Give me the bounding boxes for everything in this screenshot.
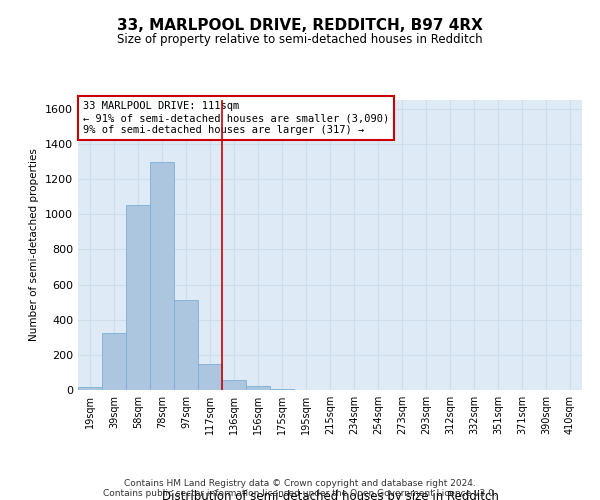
Bar	[78, 388, 102, 390]
Y-axis label: Number of semi-detached properties: Number of semi-detached properties	[29, 148, 40, 342]
Bar	[198, 364, 222, 390]
Text: Contains public sector information licensed under the Open Government Licence v3: Contains public sector information licen…	[103, 488, 497, 498]
Text: 33 MARLPOOL DRIVE: 111sqm
← 91% of semi-detached houses are smaller (3,090)
9% o: 33 MARLPOOL DRIVE: 111sqm ← 91% of semi-…	[83, 102, 389, 134]
Bar	[270, 389, 294, 390]
Text: 33, MARLPOOL DRIVE, REDDITCH, B97 4RX: 33, MARLPOOL DRIVE, REDDITCH, B97 4RX	[117, 18, 483, 32]
X-axis label: Distribution of semi-detached houses by size in Redditch: Distribution of semi-detached houses by …	[161, 490, 499, 500]
Bar	[174, 300, 198, 390]
Bar	[246, 386, 270, 390]
Bar	[126, 206, 150, 390]
Bar	[102, 333, 126, 390]
Bar	[222, 380, 246, 390]
Text: Contains HM Land Registry data © Crown copyright and database right 2024.: Contains HM Land Registry data © Crown c…	[124, 478, 476, 488]
Text: Size of property relative to semi-detached houses in Redditch: Size of property relative to semi-detach…	[117, 32, 483, 46]
Bar	[150, 162, 174, 390]
